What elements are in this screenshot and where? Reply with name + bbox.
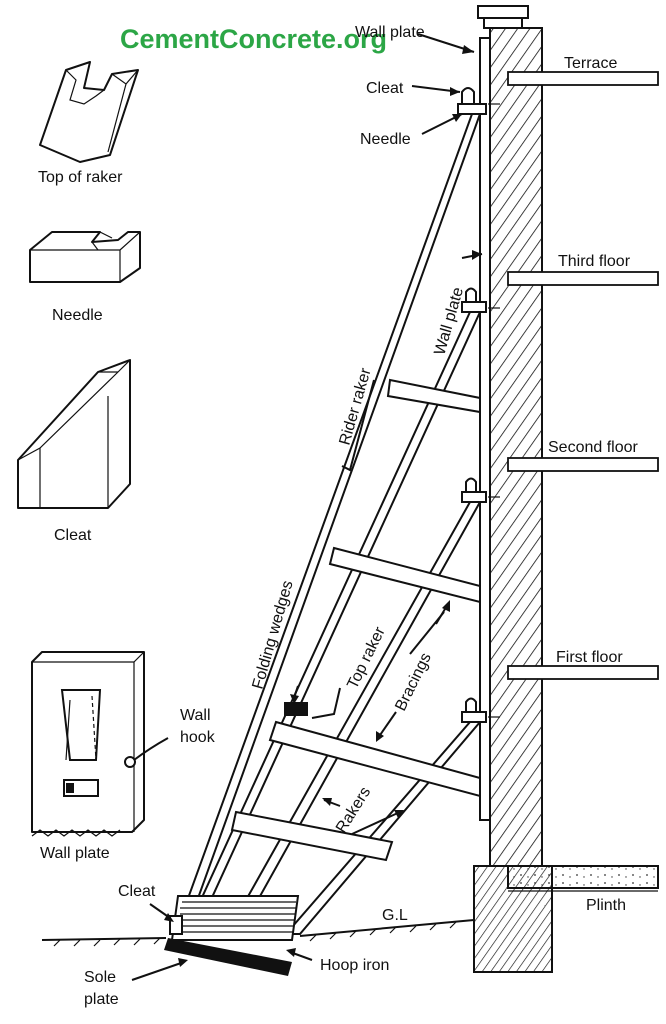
- terrace-slab: [507, 71, 659, 86]
- wall: [473, 5, 659, 973]
- first-floor-slab: [507, 665, 659, 680]
- rakers: [176, 113, 483, 935]
- chimney-cap: [477, 5, 529, 19]
- bracing-2: [328, 546, 481, 604]
- label-sole-plate-2: plate: [84, 991, 119, 1008]
- bracing-4: [230, 810, 394, 862]
- label-third-floor: Third floor: [558, 253, 631, 270]
- bracings: [230, 378, 481, 862]
- label-cleat-detail: Cleat: [54, 527, 92, 544]
- second-floor-slab: [507, 457, 659, 472]
- label-wall-hook-2: hook: [180, 729, 216, 746]
- label-top-of-raker: Top of raker: [38, 169, 123, 186]
- label-gl: G.L: [382, 907, 408, 924]
- label-wall-plate-top: Wall plate: [355, 24, 425, 41]
- detail-needle: [29, 231, 141, 283]
- bracing-3: [268, 720, 481, 798]
- label-rakers: Rakers: [333, 784, 374, 836]
- needles-and-cleats: [457, 87, 500, 723]
- label-first-floor: First floor: [556, 649, 623, 666]
- base-assembly: [164, 895, 300, 976]
- ground-line: [41, 919, 475, 947]
- label-cleat-bottom: Cleat: [118, 883, 156, 900]
- watermark: CementConcrete.org: [120, 24, 387, 54]
- label-hoop-iron: Hoop iron: [320, 957, 389, 974]
- bracing-1: [386, 378, 481, 414]
- label-wall-hook-1: Wall: [180, 707, 211, 724]
- label-sole-plate-1: Sole: [84, 969, 116, 986]
- label-bracings: Bracings: [392, 650, 435, 713]
- detail-cleat: [17, 359, 131, 509]
- folding-wedges: [284, 702, 308, 716]
- detail-wall-plate: [31, 651, 169, 837]
- wall-hook-icon: [124, 756, 136, 768]
- third-floor-slab: [507, 271, 659, 286]
- sole-plate: [164, 938, 292, 976]
- label-needle-top: Needle: [360, 131, 411, 148]
- label-plinth: Plinth: [586, 897, 626, 914]
- wall-plate-vertical: [479, 37, 491, 821]
- label-second-floor: Second floor: [548, 439, 639, 456]
- leader-lines: [131, 33, 483, 981]
- label-wall-plate-detail: Wall plate: [40, 845, 110, 862]
- detail-top-of-raker: [39, 61, 139, 163]
- floor-slabs: [507, 71, 659, 680]
- labels: CementConcrete.org Wall plate Terrace Cl…: [38, 24, 639, 1008]
- label-cleat-top: Cleat: [366, 80, 404, 97]
- label-needle-detail: Needle: [52, 307, 103, 324]
- plinth-slab: [507, 865, 659, 889]
- label-terrace: Terrace: [564, 55, 617, 72]
